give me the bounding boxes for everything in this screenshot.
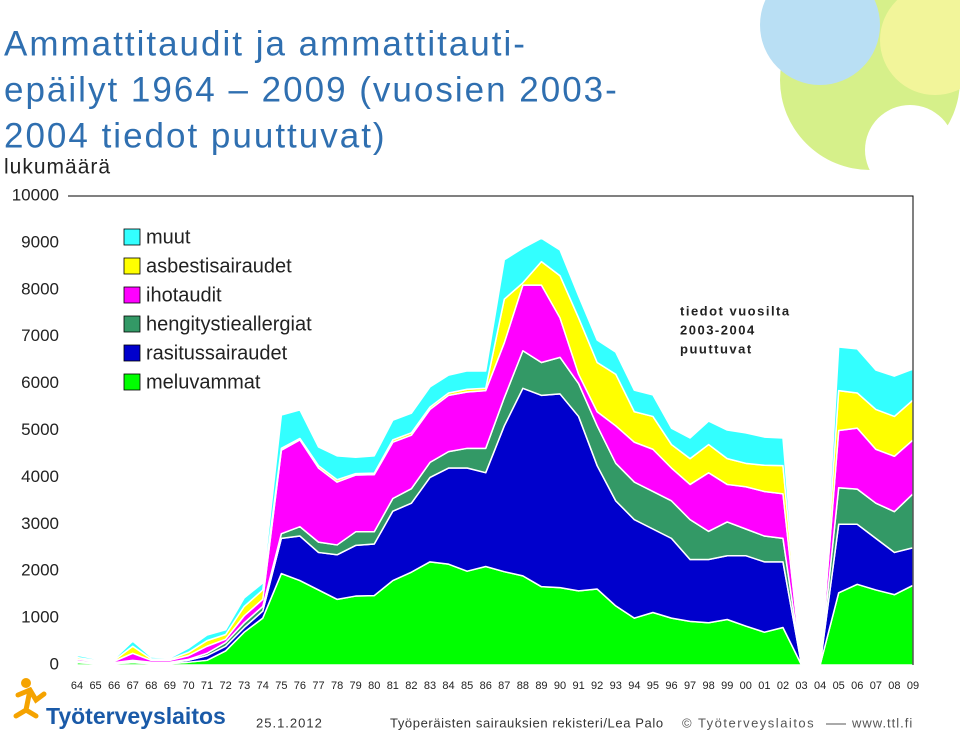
x-tick-label: 74 — [257, 680, 269, 692]
x-tick-label: 83 — [424, 680, 436, 692]
x-tick-label: 76 — [294, 680, 306, 692]
x-tick-label: 72 — [219, 680, 231, 692]
annotation: tiedot vuosilta 2003-2004 puuttuvat — [680, 303, 791, 356]
legend-swatch — [123, 344, 141, 362]
plot — [76, 237, 914, 666]
x-tick-label: 94 — [628, 680, 640, 692]
x-tick-label: 91 — [572, 680, 584, 692]
y-tick-label: 7000 — [21, 326, 59, 345]
logo-text: Työterveyslaitos — [46, 703, 226, 729]
x-tick-label: 08 — [888, 680, 900, 692]
y-tick-label: 3000 — [21, 514, 59, 533]
x-tick-label: 65 — [89, 680, 101, 692]
annotation-line: tiedot vuosilta — [680, 303, 791, 318]
x-tick-label: 02 — [777, 680, 789, 692]
footer-source: Työperäisten sairauksien rekisteri/Lea P… — [390, 715, 664, 730]
x-tick-label: 09 — [907, 680, 919, 692]
legend-label: rasitussairaudet — [146, 342, 288, 364]
x-tick-label: 04 — [814, 680, 826, 692]
x-tick-label: 68 — [145, 680, 157, 692]
x-tick-label: 88 — [517, 680, 529, 692]
legend: meluvammat rasitussairaudet hengitystieall… — [123, 226, 312, 393]
title: Ammattitaudit ja ammattitauti-epäilyt 19… — [4, 24, 619, 155]
x-tick-label: 95 — [647, 680, 659, 692]
x-tick-label: 97 — [684, 680, 696, 692]
x-tick-label: 86 — [480, 680, 492, 692]
x-tick-label: 93 — [610, 680, 622, 692]
title-line: epäilyt 1964 – 2009 (vuosien 2003- — [4, 70, 619, 109]
x-tick-label: 85 — [461, 680, 473, 692]
footer-url: www.ttl.fi — [851, 715, 913, 730]
annotation-line: puuttuvat — [680, 341, 753, 356]
legend-label: ihotaudit — [146, 284, 222, 306]
x-tick-label: 05 — [833, 680, 845, 692]
footer-copyright: © Työterveyslaitos — [682, 715, 815, 730]
x-tick-label: 87 — [498, 680, 510, 692]
x-tick-label: 07 — [870, 680, 882, 692]
y-tick-label: 8000 — [21, 279, 59, 298]
x-tick-label: 01 — [758, 680, 770, 692]
x-tick-label: 66 — [108, 680, 120, 692]
legend-swatch — [123, 228, 141, 246]
x-tick-label: 99 — [721, 680, 733, 692]
x-tick-label: 96 — [665, 680, 677, 692]
annotation-line: 2003-2004 — [680, 322, 756, 337]
x-tick-label: 79 — [350, 680, 362, 692]
y-tick-label: 6000 — [21, 373, 59, 392]
y-tick-label: 2000 — [21, 561, 59, 580]
y-tick-label: 1000 — [21, 608, 59, 627]
legend-label: asbestisairaudet — [146, 255, 292, 277]
x-tick-label: 06 — [851, 680, 863, 692]
legend-label: hengitystieallergiat — [146, 313, 312, 335]
x-tick-label: 84 — [442, 680, 454, 692]
x-tick-label: 67 — [127, 680, 139, 692]
logo: Työterveyslaitos — [13, 678, 226, 729]
legend-swatch — [123, 257, 141, 275]
plot-frame — [68, 195, 914, 665]
legend-swatch — [123, 286, 141, 304]
y-tick-label: 4000 — [21, 467, 59, 486]
x-tick-label: 80 — [368, 680, 380, 692]
x-tick-label: 78 — [331, 680, 343, 692]
x-tick-label: 81 — [387, 680, 399, 692]
x-tick-label: 82 — [405, 680, 417, 692]
x-tick-label: 73 — [238, 680, 250, 692]
y-tick-label: 5000 — [21, 420, 59, 439]
legend-label: meluvammat — [146, 371, 261, 393]
x-tick-label: 69 — [164, 680, 176, 692]
legend-swatch — [123, 315, 141, 333]
y-label: lukumäärä — [4, 156, 111, 179]
x-tick-label: 71 — [201, 680, 213, 692]
x-tick-label: 98 — [703, 680, 715, 692]
legend-swatch — [123, 373, 141, 391]
footer-date: 25.1.2012 — [256, 715, 323, 730]
x-tick-label: 03 — [795, 680, 807, 692]
y-tick-label: 0 — [50, 654, 59, 673]
x-tick-label: 00 — [740, 680, 752, 692]
title-line: 2004 tiedot puuttuvat) — [4, 116, 387, 155]
legend-label: muut — [146, 226, 191, 248]
x-tick-label: 89 — [535, 680, 547, 692]
decoration — [865, 105, 955, 195]
title-line: Ammattitaudit ja ammattitauti- — [4, 24, 527, 63]
x-tick-label: 77 — [312, 680, 324, 692]
x-tick-label: 92 — [591, 680, 603, 692]
y-tick-label: 9000 — [21, 232, 59, 251]
decoration — [760, 0, 880, 85]
x-tick-label: 64 — [71, 680, 83, 692]
x-tick-label: 70 — [182, 680, 194, 692]
x-tick-label: 75 — [275, 680, 287, 692]
decoration — [880, 0, 960, 95]
y-tick-label: 10000 — [12, 185, 59, 204]
x-tick-label: 90 — [554, 680, 566, 692]
